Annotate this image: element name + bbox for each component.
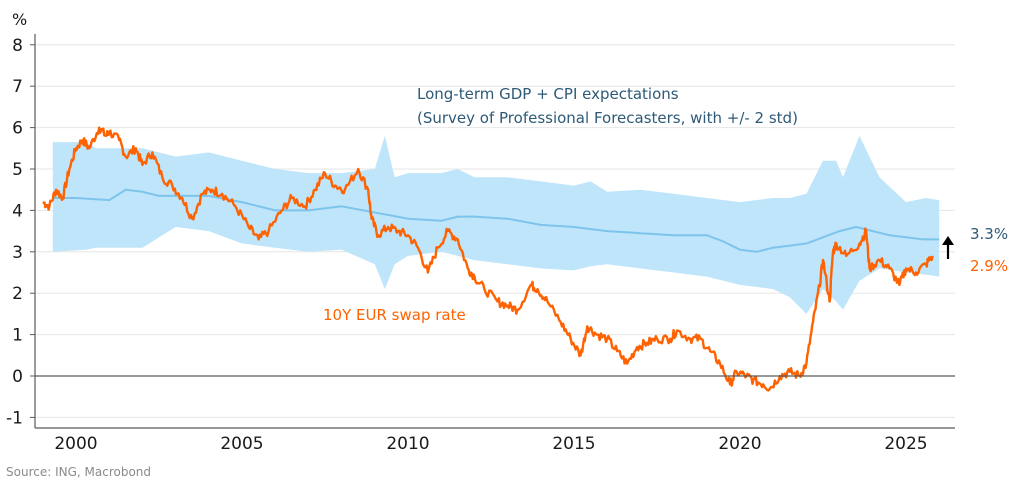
band-annotation-line2: (Survey of Professional Forecasters, wit… xyxy=(417,109,798,127)
y-tick-label: 2 xyxy=(12,284,23,304)
y-tick-label: 7 xyxy=(12,77,23,97)
x-tick-label: 2000 xyxy=(54,434,97,454)
up-arrow-icon xyxy=(942,236,954,259)
x-tick-label: 2025 xyxy=(884,434,927,454)
mean-line-layer xyxy=(52,188,940,253)
x-tick-label: 2015 xyxy=(552,434,595,454)
y-tick-label: 0 xyxy=(12,367,23,387)
std-band-area xyxy=(52,135,940,314)
std-band-layer xyxy=(52,135,940,314)
y-tick-label: 6 xyxy=(12,119,23,139)
x-tick-label: 2010 xyxy=(386,434,429,454)
y-tick-label: 1 xyxy=(12,326,23,346)
y-unit-label: % xyxy=(12,10,27,29)
source-note: Source: ING, Macrobond xyxy=(6,465,151,479)
swap-rate-line xyxy=(42,126,934,392)
y-tick-labels: -1 0 1 2 3 4 5 6 7 8 xyxy=(6,36,23,429)
swap-line-layer xyxy=(42,126,934,392)
x-tick-labels: 2000 2005 2010 2015 2020 2025 xyxy=(54,434,927,454)
swap-annotation: 10Y EUR swap rate xyxy=(323,306,466,324)
band-annotation-line1: Long-term GDP + CPI expectations xyxy=(417,85,679,103)
y-tick-label: 5 xyxy=(12,160,23,180)
x-tick-label: 2020 xyxy=(718,434,761,454)
x-tick-label: 2005 xyxy=(220,434,263,454)
expectations-mean-line xyxy=(52,188,940,253)
y-tick-label: 8 xyxy=(12,36,23,56)
end-value-mean-label: 3.3% xyxy=(970,225,1008,243)
y-tick-label: 4 xyxy=(12,201,23,221)
y-tick-label: 3 xyxy=(12,243,23,263)
axes xyxy=(30,34,955,429)
end-value-swap-label: 2.9% xyxy=(970,257,1008,275)
y-tick-label: -1 xyxy=(6,408,23,428)
